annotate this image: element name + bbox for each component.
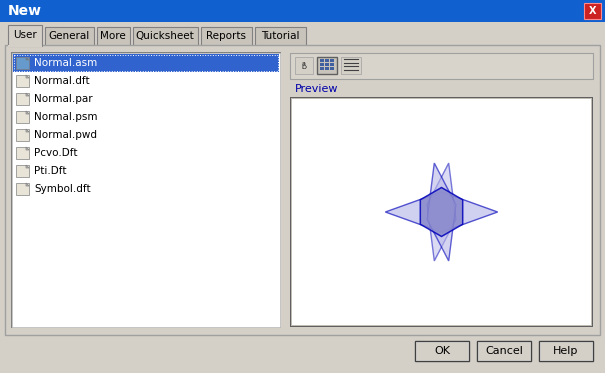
Bar: [5, 45, 600, 335]
Bar: [325, 67, 329, 70]
Bar: [290, 81, 593, 97]
Polygon shape: [26, 129, 29, 132]
Bar: [16, 111, 29, 123]
Bar: [540, 342, 592, 360]
Polygon shape: [427, 163, 456, 261]
Bar: [295, 57, 313, 74]
Text: General: General: [48, 31, 90, 41]
Bar: [12, 53, 280, 327]
Text: Symbol.dft: Symbol.dft: [34, 184, 91, 194]
Text: a
D: a D: [301, 61, 307, 70]
Bar: [478, 342, 530, 360]
Text: Normal.pwd: Normal.pwd: [34, 130, 97, 140]
Text: Normal.asm: Normal.asm: [34, 58, 97, 68]
Text: More: More: [100, 31, 126, 41]
Text: Normal.dft: Normal.dft: [34, 76, 90, 86]
Bar: [330, 67, 334, 70]
Bar: [16, 57, 29, 69]
Bar: [16, 75, 29, 87]
Bar: [320, 67, 324, 70]
Bar: [0, 0, 605, 22]
Bar: [320, 59, 324, 62]
Bar: [16, 129, 29, 141]
Bar: [16, 93, 29, 105]
Text: Pcvo.Dft: Pcvo.Dft: [34, 148, 77, 158]
Bar: [290, 97, 593, 327]
Polygon shape: [26, 111, 29, 114]
Bar: [133, 27, 198, 46]
Polygon shape: [420, 188, 463, 236]
Bar: [201, 27, 252, 46]
Bar: [477, 341, 531, 361]
Bar: [11, 52, 281, 328]
Text: Reports: Reports: [206, 31, 246, 41]
Bar: [16, 183, 29, 195]
Text: X: X: [589, 6, 597, 16]
Bar: [45, 27, 94, 46]
Text: OK: OK: [434, 346, 450, 356]
Bar: [320, 63, 324, 66]
Bar: [341, 57, 361, 74]
Bar: [325, 59, 329, 62]
Text: Help: Help: [554, 346, 579, 356]
Bar: [325, 63, 329, 66]
Bar: [13, 54, 279, 72]
Polygon shape: [26, 93, 29, 96]
Bar: [16, 165, 29, 177]
Text: Cancel: Cancel: [485, 346, 523, 356]
Polygon shape: [26, 57, 29, 60]
Polygon shape: [26, 75, 29, 78]
Text: Pti.Dft: Pti.Dft: [34, 166, 67, 176]
Bar: [415, 341, 469, 361]
Text: Normal.par: Normal.par: [34, 94, 93, 104]
Text: Normal.psm: Normal.psm: [34, 112, 97, 122]
Bar: [584, 3, 601, 19]
Bar: [8, 25, 42, 46]
Polygon shape: [427, 163, 456, 261]
Bar: [290, 53, 593, 79]
Bar: [97, 27, 130, 46]
Text: Quicksheet: Quicksheet: [136, 31, 194, 41]
Bar: [14, 55, 278, 71]
Text: User: User: [13, 29, 37, 40]
Bar: [291, 98, 592, 326]
Bar: [539, 341, 593, 361]
Bar: [330, 59, 334, 62]
Text: New: New: [8, 4, 42, 18]
Bar: [292, 99, 591, 325]
Bar: [330, 63, 334, 66]
Bar: [255, 27, 306, 46]
Text: Preview: Preview: [295, 84, 339, 94]
Text: Tutorial: Tutorial: [261, 31, 299, 41]
Polygon shape: [385, 192, 498, 232]
Bar: [317, 57, 337, 74]
Polygon shape: [26, 165, 29, 168]
Bar: [416, 342, 468, 360]
Bar: [16, 147, 29, 159]
Polygon shape: [26, 147, 29, 150]
Polygon shape: [26, 183, 29, 186]
